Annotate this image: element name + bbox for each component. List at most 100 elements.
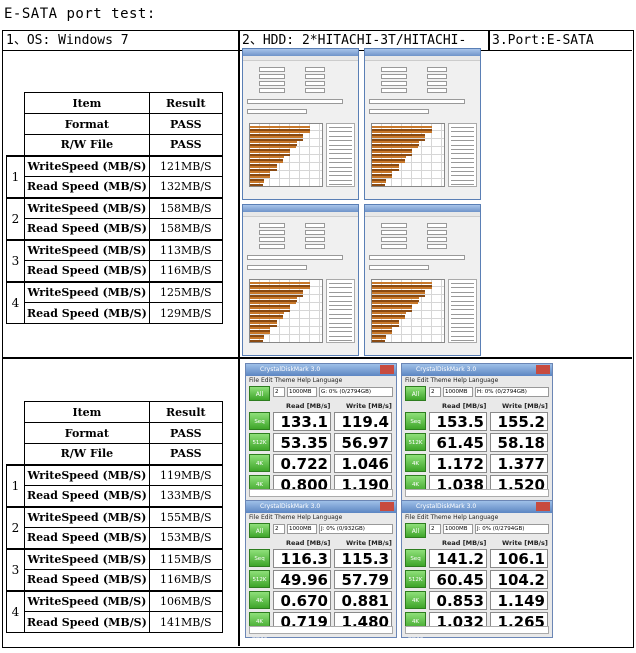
count-select[interactable]: 2 [429, 387, 441, 397]
drive-select[interactable]: J: 0% (0/932GB) [319, 524, 393, 534]
test-button[interactable]: 4K [405, 591, 426, 609]
drive-select[interactable]: G: 0% (0/2794GB) [319, 387, 393, 397]
comment-field[interactable] [249, 489, 393, 497]
read-result: 60.45 [429, 570, 487, 589]
write-speed-label: WriteSpeed (MB/S) [24, 547, 150, 570]
graph-bar [250, 304, 291, 307]
test-button[interactable]: Seq [249, 549, 270, 567]
drive-select[interactable]: J: 0% (0/2794GB) [475, 524, 549, 534]
result-line [451, 127, 474, 128]
comment-field[interactable] [405, 489, 549, 497]
size-select[interactable]: 1000MB [287, 387, 317, 397]
test-button[interactable]: 512K [249, 433, 270, 451]
transfer-rate-graph [249, 279, 323, 343]
graph-bar [250, 327, 271, 329]
comment-field[interactable] [405, 626, 549, 634]
cdm-titlebar: CrystalDiskMark 3.0 [246, 364, 396, 376]
graph-bar [372, 143, 419, 146]
result-line [451, 309, 474, 311]
read-speed-value: 141MB/S [148, 611, 223, 633]
close-icon[interactable] [536, 365, 550, 374]
result-line [329, 287, 352, 289]
graph-bar [250, 334, 264, 337]
result-line [329, 300, 352, 302]
write-result: 115.3 [334, 549, 392, 568]
test-button[interactable]: 4K [249, 454, 270, 472]
graph-bar [372, 304, 413, 307]
close-icon[interactable] [380, 502, 394, 511]
size-select[interactable]: 1000MB [443, 524, 473, 534]
test-button[interactable]: Seq [405, 549, 426, 567]
write-column-header: Write [MB/s] [502, 539, 548, 547]
description-field [247, 109, 307, 114]
setting-field [305, 81, 325, 86]
result-line [329, 305, 352, 306]
write-speed-label: WriteSpeed (MB/S) [24, 589, 150, 612]
count-select[interactable]: 2 [273, 524, 285, 534]
test-button[interactable]: Seq [405, 412, 426, 430]
group-number: 3 [6, 547, 25, 591]
all-button[interactable]: All [405, 523, 426, 538]
cdm-titlebar: CrystalDiskMark 3.0 [402, 364, 552, 376]
cdm-menubar[interactable]: File Edit Theme Help Language [249, 377, 343, 384]
setting-field [259, 81, 285, 86]
cdm-menubar[interactable]: File Edit Theme Help Language [249, 514, 343, 521]
all-button[interactable]: All [405, 386, 426, 401]
graph-bar [372, 327, 393, 329]
close-icon[interactable] [380, 365, 394, 374]
result-line [451, 135, 474, 137]
size-select[interactable]: 1000MB [287, 524, 317, 534]
test-button[interactable]: Seq [249, 412, 270, 430]
read-speed-value: 116MB/S [148, 569, 223, 591]
graph-bar [372, 319, 399, 322]
result-line [329, 184, 352, 186]
size-select[interactable]: 1000MB [443, 387, 473, 397]
group-number: 1 [6, 463, 25, 507]
read-speed-value: 158MB/S [148, 218, 223, 240]
count-select[interactable]: 2 [429, 524, 441, 534]
count-select[interactable]: 2 [273, 387, 285, 397]
test-button[interactable]: 4K [405, 454, 426, 472]
write-speed-value: 106MB/S [148, 589, 223, 612]
result-line [329, 335, 352, 337]
graph-bar [250, 309, 290, 312]
graph-bar [250, 332, 270, 334]
cdm-menubar[interactable]: File Edit Theme Help Language [405, 377, 499, 384]
graph-bar [372, 131, 432, 133]
graph-bar [372, 146, 419, 148]
all-button[interactable]: All [249, 523, 270, 538]
result-line [451, 322, 474, 324]
read-speed-label: Read Speed (MB/S) [24, 176, 150, 198]
test-button[interactable]: 512K [249, 570, 270, 588]
result-line [451, 131, 474, 133]
result-line [329, 309, 352, 311]
graph-bar [250, 302, 297, 304]
graph-bar [250, 181, 264, 183]
result-line [329, 340, 352, 342]
result-line [451, 166, 474, 168]
drive-select[interactable]: H: 0% (0/2794GB) [475, 387, 549, 397]
read-speed-label: Read Speed (MB/S) [24, 218, 150, 240]
setting-field [427, 74, 447, 79]
close-icon[interactable] [536, 502, 550, 511]
read-result: 1.172 [429, 454, 487, 473]
test-button[interactable]: 512K [405, 570, 426, 588]
graph-bar [372, 299, 419, 302]
graph-bar [250, 168, 277, 171]
cdm-menubar[interactable]: File Edit Theme Help Language [405, 514, 499, 521]
result-line [451, 335, 474, 337]
setting-field [381, 88, 407, 93]
test-button[interactable]: 512K [405, 433, 426, 451]
description-field [247, 265, 307, 270]
all-button[interactable]: All [249, 386, 270, 401]
test-button[interactable]: 4K [249, 591, 270, 609]
read-result: 116.3 [273, 549, 331, 568]
result-line [329, 157, 352, 159]
comment-field[interactable] [249, 626, 393, 634]
graph-bar [250, 292, 304, 294]
graph-bar [372, 176, 392, 178]
hdtune-window [242, 48, 359, 200]
graph-bar [250, 141, 297, 143]
window-menubar [365, 212, 480, 217]
